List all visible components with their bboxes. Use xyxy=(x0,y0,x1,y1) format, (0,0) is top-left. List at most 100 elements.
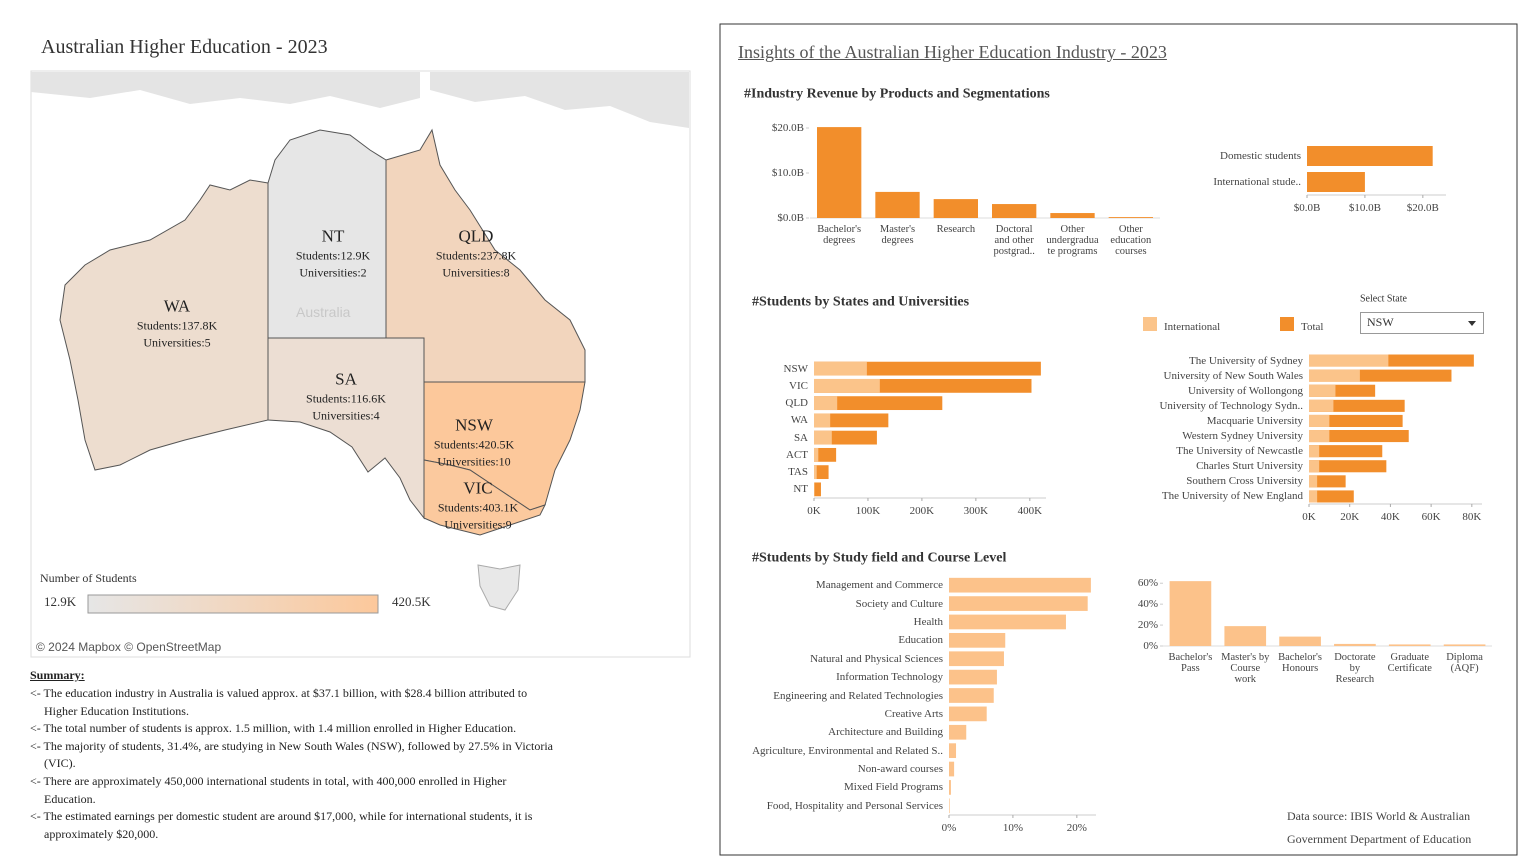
section-title: #Industry Revenue by Products and Segmen… xyxy=(744,86,1050,102)
category-label: Doctoral and other postgrad.. xyxy=(993,224,1035,257)
bar xyxy=(814,430,832,445)
state-universities: Universities:4 xyxy=(312,408,380,423)
category-label: Charles Sturt University xyxy=(1196,460,1303,473)
bar xyxy=(949,724,967,740)
summary-item: <- The education industry in Australia i… xyxy=(30,686,528,718)
bar xyxy=(1309,475,1346,488)
bar xyxy=(949,761,955,777)
x-tick-label: 300K xyxy=(963,504,989,517)
bar xyxy=(814,396,943,411)
legend-min: 12.9K xyxy=(44,594,77,609)
bar xyxy=(814,396,838,411)
bar xyxy=(1309,445,1320,458)
bar xyxy=(1309,490,1354,503)
bar xyxy=(1309,430,1409,443)
bar xyxy=(1309,414,1403,427)
category-label: Mixed Field Programs xyxy=(844,781,943,794)
bar xyxy=(814,482,815,497)
bar xyxy=(814,465,817,480)
panel-frame xyxy=(719,23,1518,856)
summary-item: <- The estimated earnings per domestic s… xyxy=(30,809,533,841)
bar xyxy=(875,191,920,218)
state-universities: Universities:8 xyxy=(442,265,510,280)
category-label: Food, Hospitality and Personal Services xyxy=(766,799,943,812)
category-label: NSW xyxy=(783,362,808,375)
section-title: #Students by States and Universities xyxy=(752,294,970,310)
bar xyxy=(949,798,950,814)
bar xyxy=(817,127,862,218)
category-label: Diploma (AQF) xyxy=(1446,652,1483,674)
bar xyxy=(1309,490,1318,503)
state-students: Students:12.9K xyxy=(295,248,371,263)
legend-label: International xyxy=(1164,320,1221,333)
bar xyxy=(949,577,1091,593)
category-label: Bachelor's Pass xyxy=(1168,652,1213,674)
category-label: Doctorate by Research xyxy=(1334,652,1376,685)
category-label: Creative Arts xyxy=(884,707,943,720)
legend-swatch xyxy=(1143,317,1157,331)
state-dropdown[interactable]: NSW xyxy=(1360,312,1484,334)
state-students: Students:116.6K xyxy=(306,391,386,406)
dropdown-arrow xyxy=(1468,321,1476,326)
x-tick-label: 0% xyxy=(941,821,957,834)
bar xyxy=(1443,644,1486,646)
land xyxy=(430,72,689,128)
state-region xyxy=(59,179,269,471)
state-students: Students:403.1K xyxy=(437,500,519,515)
bar xyxy=(1309,384,1336,397)
category-label: Natural and Physical Sciences xyxy=(810,652,943,665)
bar xyxy=(1307,172,1365,192)
state-region xyxy=(423,459,546,536)
summary-item: <- There are approximately 450,000 inter… xyxy=(30,773,507,806)
bar xyxy=(814,378,880,393)
x-tick-label: $10.0B xyxy=(1348,201,1381,214)
bar xyxy=(949,669,997,685)
category-label: WA xyxy=(790,414,808,427)
bar xyxy=(949,651,1004,667)
category-label: Macquarie University xyxy=(1206,414,1303,427)
bar xyxy=(992,204,1037,218)
bar xyxy=(1309,460,1320,473)
bar xyxy=(949,596,1088,611)
y-tick-label: 0% xyxy=(1143,639,1158,652)
summary-item: <- The total number of students is appro… xyxy=(30,721,517,736)
y-tick-label: $20.0B xyxy=(771,121,804,134)
legend-swatch xyxy=(1280,317,1294,331)
category-label: Engineering and Related Technologies xyxy=(773,689,943,702)
category-label: International stude.. xyxy=(1213,175,1301,188)
category-label: Health xyxy=(913,615,943,628)
category-label: Bachelor's degrees xyxy=(817,224,862,246)
bar xyxy=(1309,399,1334,412)
x-tick-label: 200K xyxy=(909,504,935,517)
category-label: TAS xyxy=(788,466,808,479)
category-label: Master's by Course work xyxy=(1221,652,1270,685)
state-name: VIC xyxy=(463,478,493,498)
bar xyxy=(1309,445,1383,458)
map-place-label: Australia xyxy=(296,304,351,320)
bar xyxy=(1309,354,1389,367)
bar xyxy=(1388,644,1431,646)
state-name: SA xyxy=(335,369,357,389)
state-name: NSW xyxy=(455,415,493,435)
category-label: The University of New England xyxy=(1161,490,1303,503)
state-students: Students:237.8K xyxy=(435,248,517,263)
page-title: Australian Higher Education - 2023 xyxy=(41,36,328,58)
state-students: Students:137.8K xyxy=(136,318,218,333)
y-tick-label: 60% xyxy=(1137,577,1158,590)
bar xyxy=(1334,643,1376,646)
y-tick-label: 40% xyxy=(1137,598,1158,611)
bar xyxy=(814,413,831,428)
legend-gradient xyxy=(87,594,379,614)
category-label: Other education courses xyxy=(1110,224,1152,257)
bar xyxy=(1309,430,1330,443)
bar xyxy=(933,199,978,218)
bar xyxy=(949,780,951,795)
category-label: The University of Sydney xyxy=(1189,354,1303,367)
category-label: Agriculture, Environmental and Related S… xyxy=(752,744,943,757)
state-universities: Universities:5 xyxy=(143,335,211,350)
category-label: Non-award courses xyxy=(857,762,943,775)
bar xyxy=(949,688,994,703)
bar xyxy=(1108,217,1153,218)
x-tick-label: 80K xyxy=(1462,510,1482,523)
